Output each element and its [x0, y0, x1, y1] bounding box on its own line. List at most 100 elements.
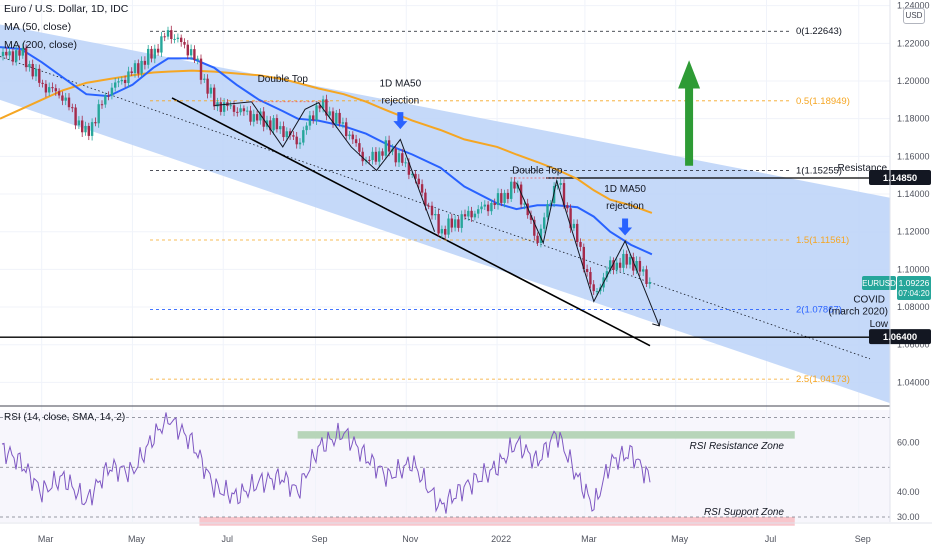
- candle-body: [477, 209, 480, 214]
- candle-body: [57, 91, 61, 96]
- candle-body: [523, 203, 526, 205]
- candle-body: [41, 82, 44, 84]
- candle-body: [533, 219, 536, 236]
- ma50-rejection-2-label: 1D MA50: [604, 184, 646, 195]
- ma200-line: [0, 69, 653, 214]
- candle-body: [648, 281, 651, 284]
- candle-body: [239, 108, 242, 113]
- candle-body: [414, 173, 417, 179]
- candle-body: [100, 104, 104, 106]
- y-tick-label: 1.24000: [897, 1, 930, 11]
- candle-body: [298, 142, 302, 145]
- candle-body: [519, 184, 523, 205]
- candle-body: [526, 203, 529, 216]
- candle-body: [137, 63, 140, 74]
- ma50-legend: MA (50, close): [4, 21, 72, 33]
- candle-body: [457, 219, 460, 228]
- candle-body: [444, 228, 447, 235]
- ma50-rejection-2-label-2: rejection: [606, 201, 644, 212]
- candle-body: [199, 58, 203, 80]
- candle-body: [28, 63, 31, 68]
- candle-body: [38, 68, 41, 83]
- candle-body: [5, 51, 8, 56]
- candle-body: [107, 95, 110, 97]
- candle-body: [292, 135, 295, 137]
- candle-body: [176, 37, 180, 39]
- candle-body: [216, 102, 219, 107]
- candle-body: [318, 105, 321, 109]
- candle-body: [275, 118, 279, 130]
- candle-body: [341, 122, 345, 124]
- rsi-support-zone: [199, 517, 795, 526]
- candle-body: [285, 131, 288, 138]
- candle-body: [582, 246, 585, 270]
- candle-body: [430, 205, 434, 216]
- candle-body: [480, 206, 483, 210]
- y-tick-label: 1.18000: [897, 114, 930, 124]
- candle-body: [381, 151, 384, 156]
- candle-body: [31, 63, 34, 77]
- candle-body: [463, 214, 467, 217]
- price-tag-resistance-bg: [869, 170, 931, 186]
- candle-body: [510, 181, 513, 199]
- ma200-legend: MA (200, close): [4, 39, 77, 51]
- candle-body: [315, 105, 318, 121]
- candle-body: [572, 223, 576, 229]
- candle-body: [305, 125, 308, 131]
- candle-body: [549, 203, 552, 205]
- candle-body: [21, 47, 24, 56]
- candle-body: [308, 115, 312, 126]
- candle-body: [642, 269, 645, 272]
- candle-body: [84, 125, 87, 133]
- candle-body: [404, 162, 407, 164]
- candle-body: [378, 151, 381, 162]
- candle-body: [249, 110, 252, 122]
- candle-body: [193, 49, 196, 60]
- y-tick-label: 1.12000: [897, 227, 930, 237]
- candle-body: [170, 30, 173, 40]
- candle-body: [424, 192, 427, 206]
- candle-body: [222, 102, 226, 112]
- candle-body: [589, 271, 592, 285]
- ma50-rejection-1-label-2: rejection: [381, 96, 419, 107]
- candle-body: [434, 214, 437, 216]
- descending-channel: [0, 24, 890, 404]
- candle-body: [576, 223, 579, 242]
- candle-body: [513, 181, 516, 189]
- candle-body: [506, 192, 510, 199]
- projection-arrowhead: [652, 318, 661, 327]
- channel-midline: [0, 56, 871, 360]
- ma50-rejection-1-label: 1D MA50: [380, 79, 422, 90]
- candle-body: [331, 111, 335, 124]
- currency-button[interactable]: USD: [903, 8, 925, 24]
- candle-body: [625, 253, 628, 265]
- support-trendline: [171, 97, 651, 347]
- candle-body: [493, 202, 496, 206]
- candle-body: [213, 87, 216, 107]
- candle-body: [420, 184, 424, 193]
- candle-body: [209, 87, 213, 94]
- candle-body: [81, 120, 84, 133]
- candle-body: [180, 37, 183, 43]
- candle-body: [354, 139, 358, 144]
- candle-body: [496, 193, 500, 206]
- candle-body: [638, 261, 642, 272]
- candle-body: [163, 36, 166, 38]
- candle-body: [371, 151, 374, 161]
- candle-body: [279, 126, 282, 130]
- candle-body: [374, 151, 378, 162]
- candle-body: [269, 120, 272, 131]
- resistance-label: Resistance: [838, 163, 888, 174]
- candle-body: [186, 44, 189, 56]
- candle-body: [427, 205, 430, 207]
- candle-body: [579, 241, 582, 247]
- fib-level-label: 2.5(1.04173): [796, 374, 850, 385]
- candle-body: [110, 87, 114, 96]
- candle-body: [450, 218, 453, 228]
- fib-level-label: 1.5(1.11561): [796, 235, 849, 246]
- candle-body: [114, 82, 117, 88]
- candle-body: [87, 125, 90, 136]
- candle-body: [160, 36, 163, 53]
- eurusd-price-tag-bg: [897, 275, 931, 300]
